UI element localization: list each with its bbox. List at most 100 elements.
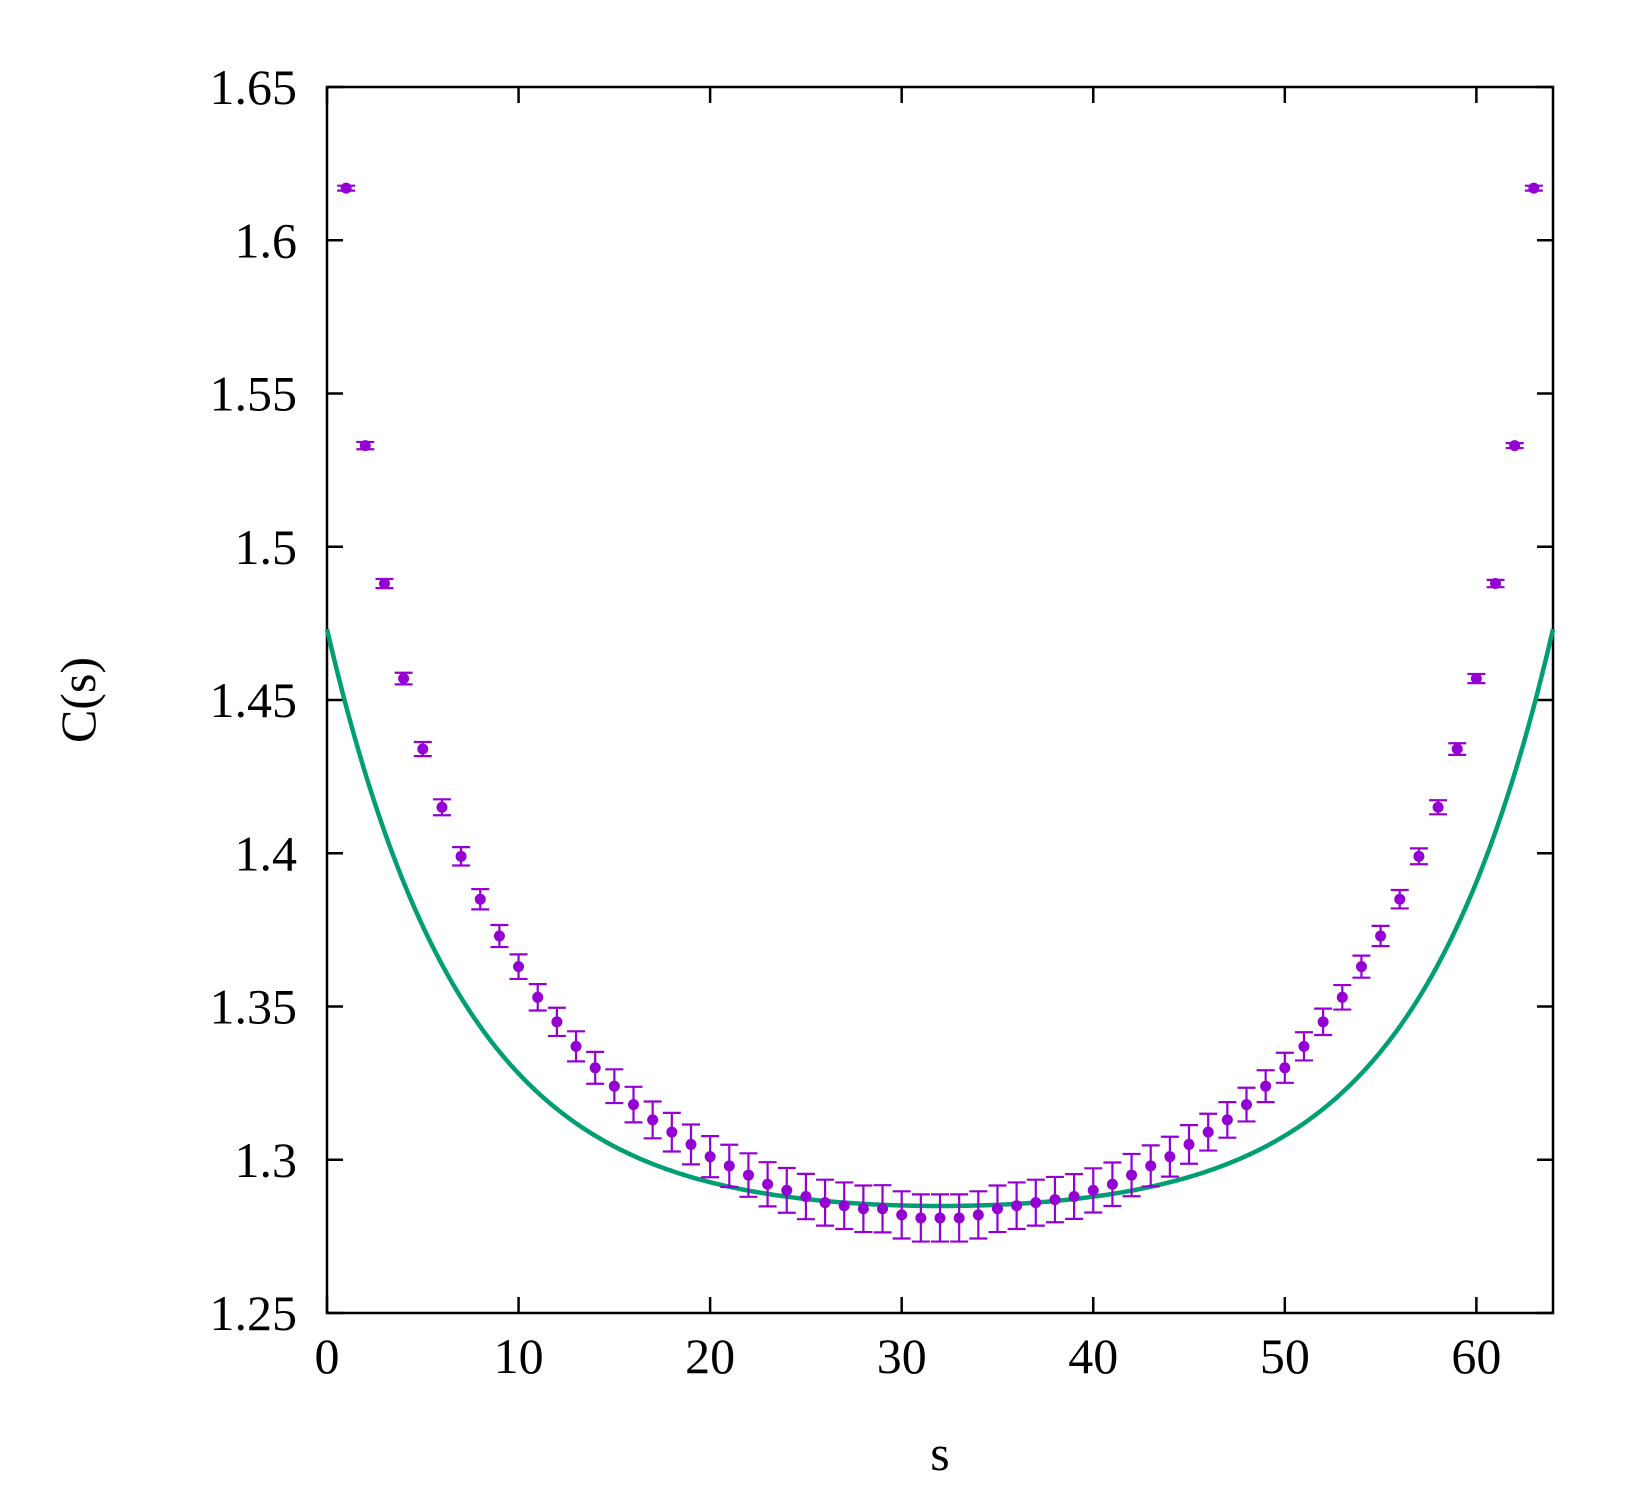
y-tick-label: 1.55 <box>210 366 298 422</box>
data-point <box>1528 182 1540 194</box>
data-point-group <box>931 1193 949 1243</box>
data-point-group <box>471 888 490 911</box>
data-point <box>474 893 486 905</box>
data-point <box>704 1151 716 1163</box>
data-point-group <box>1045 1175 1064 1224</box>
data-point <box>455 850 467 862</box>
data-point <box>1298 1040 1310 1052</box>
data-point <box>493 930 505 942</box>
data-point-group <box>1314 1007 1333 1037</box>
data-point <box>742 1169 754 1181</box>
data-point <box>781 1184 793 1196</box>
data-point <box>513 961 525 973</box>
plot-border <box>325 85 1555 1315</box>
y-tick-label: 1.25 <box>210 1285 298 1341</box>
data-point <box>896 1209 908 1221</box>
data-point <box>398 673 410 685</box>
data-point <box>1145 1160 1157 1172</box>
data-point-group <box>1160 1135 1179 1178</box>
data-point <box>378 578 390 590</box>
data-point-group <box>662 1111 681 1153</box>
data-point-group <box>1237 1086 1256 1123</box>
data-points-layer <box>337 182 1543 1243</box>
data-point <box>934 1212 946 1224</box>
data-point <box>953 1212 965 1224</box>
data-point-group <box>1467 672 1486 685</box>
data-point <box>1279 1062 1291 1074</box>
data-point <box>1355 961 1367 973</box>
data-point-group <box>796 1172 815 1221</box>
data-point-group <box>1026 1178 1045 1227</box>
data-point-group <box>1256 1069 1275 1104</box>
data-point-group <box>1524 182 1543 194</box>
data-point-group <box>605 1068 624 1105</box>
data-point-group <box>950 1193 969 1243</box>
data-point <box>1413 850 1425 862</box>
data-point <box>1375 930 1387 942</box>
data-point <box>1451 743 1463 755</box>
x-tick-label: 30 <box>877 1328 927 1384</box>
data-point <box>1087 1184 1099 1196</box>
y-tick-label: 1.35 <box>210 979 298 1035</box>
data-point-group <box>701 1135 720 1179</box>
data-point-group <box>375 577 394 590</box>
data-point <box>1030 1197 1042 1209</box>
data-point <box>1432 801 1444 813</box>
data-point-group <box>1333 983 1352 1011</box>
x-tick-label: 20 <box>685 1328 735 1384</box>
y-tick-label: 1.45 <box>210 672 298 728</box>
data-point <box>666 1126 678 1138</box>
data-point-group <box>1199 1112 1218 1152</box>
data-point <box>972 1209 984 1221</box>
data-point-group <box>873 1184 892 1234</box>
y-tick-label: 1.6 <box>235 212 298 268</box>
data-point-group <box>337 182 356 194</box>
data-point <box>1221 1114 1233 1126</box>
data-point-group <box>1103 1161 1122 1208</box>
data-point <box>819 1197 831 1209</box>
x-axis-label: s <box>930 1425 949 1481</box>
data-point <box>551 1016 563 1028</box>
data-point-group <box>547 1006 566 1038</box>
data-point <box>762 1178 774 1190</box>
data-point-group <box>528 983 547 1012</box>
data-point-group <box>1218 1101 1237 1139</box>
data-point-group <box>509 953 528 981</box>
x-tick-label: 50 <box>1260 1328 1310 1384</box>
data-point <box>1164 1151 1176 1163</box>
data-point-group <box>1007 1181 1026 1231</box>
data-point <box>915 1212 927 1224</box>
data-point-group <box>356 440 375 452</box>
data-point-group <box>816 1178 835 1227</box>
data-point-group <box>1409 847 1428 866</box>
data-point-group <box>1486 578 1505 590</box>
data-point <box>1317 1016 1329 1028</box>
plot-frame <box>325 85 1555 1315</box>
data-point <box>1011 1200 1023 1212</box>
data-point-group <box>1429 799 1448 816</box>
data-point-group <box>969 1190 988 1240</box>
data-point-group <box>490 923 509 949</box>
fit-curve <box>324 628 1556 1209</box>
x-tick-label: 0 <box>315 1328 340 1384</box>
data-point-group <box>1448 742 1467 756</box>
data-point-group <box>720 1143 739 1189</box>
x-tick-label: 60 <box>1451 1328 1501 1384</box>
data-point-group <box>854 1184 873 1234</box>
data-point-group <box>1122 1152 1141 1198</box>
data-point <box>838 1200 850 1212</box>
y-tick-label: 1.5 <box>235 519 298 575</box>
data-point <box>436 801 448 813</box>
data-point <box>647 1114 659 1126</box>
data-point <box>1260 1080 1272 1092</box>
data-point <box>628 1099 639 1111</box>
data-point <box>417 743 429 755</box>
data-point-group <box>1371 924 1390 948</box>
data-point <box>1490 578 1502 590</box>
data-point-group <box>892 1190 911 1240</box>
y-tick-label: 1.3 <box>235 1132 298 1188</box>
y-tick-label: 1.65 <box>210 59 298 115</box>
data-point-group <box>1505 440 1524 452</box>
data-point <box>877 1203 889 1215</box>
data-point-group <box>1141 1144 1160 1188</box>
